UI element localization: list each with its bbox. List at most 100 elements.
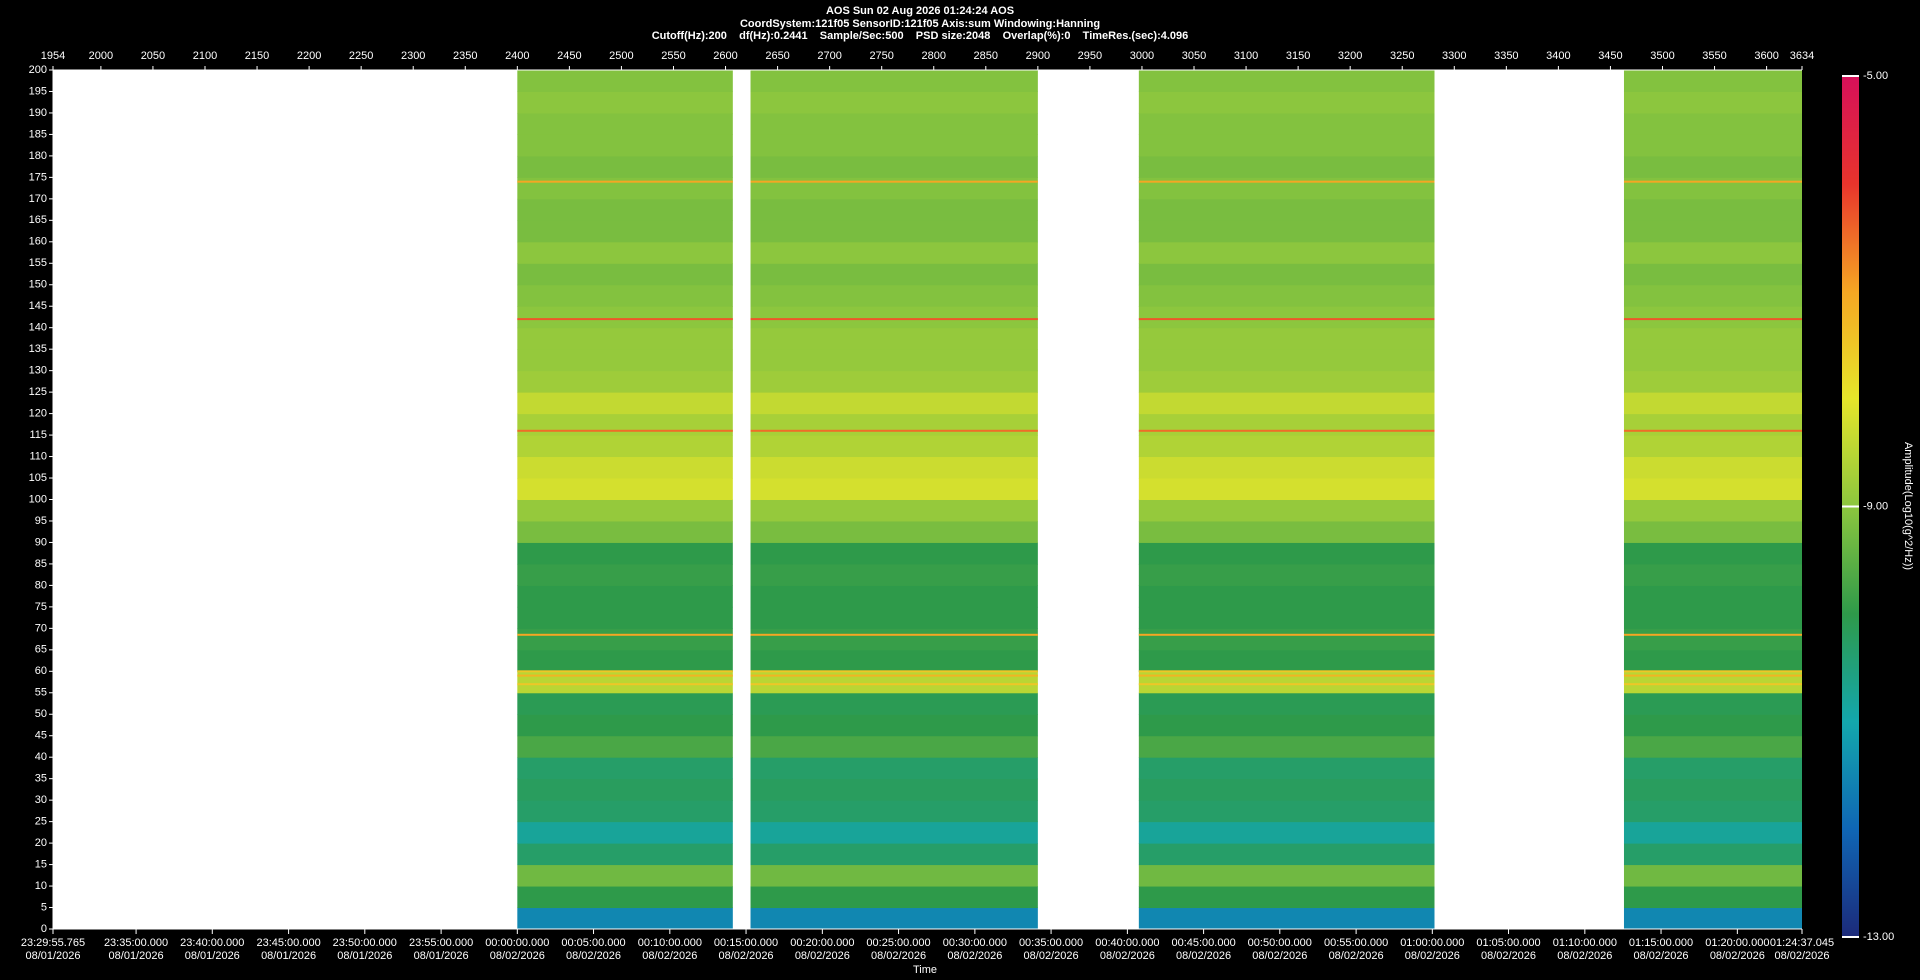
heatmap-cell	[750, 843, 1038, 866]
heatmap-cell	[1623, 692, 1802, 715]
y-tick-label: 105	[29, 472, 47, 484]
y-tick-label: 20	[35, 837, 47, 849]
x2-tick-label: 23:55:00.000 08/01/2026	[408, 937, 474, 962]
x-tick-label: 2750	[869, 50, 893, 62]
x-tick-label: 2800	[922, 50, 946, 62]
y-tick-label: 195	[29, 85, 47, 97]
heatmap-cell	[1138, 671, 1435, 694]
heatmap-cell	[1623, 198, 1802, 221]
peak-line	[1138, 429, 1435, 432]
x-tick-label: 2450	[557, 50, 581, 62]
y-tick-label: 165	[29, 214, 47, 226]
heatmap-cell	[750, 735, 1038, 758]
heatmap-cell	[517, 155, 733, 178]
x2-tick-label: 23:40:00.000 08/01/2026	[180, 937, 245, 962]
peak-line	[1623, 670, 1802, 673]
heatmap-cell	[1138, 349, 1435, 372]
peak-line	[1138, 683, 1435, 686]
peak-line	[517, 683, 733, 686]
x2-tick-label: 00:35:00.000 08/02/2026	[1018, 937, 1084, 962]
peak-line	[750, 429, 1038, 432]
y-tick-label: 175	[29, 171, 47, 183]
peak-line	[1623, 318, 1802, 321]
peak-line	[517, 318, 733, 321]
peak-line	[1623, 429, 1802, 432]
y-tick-label: 45	[35, 730, 47, 742]
chart-info: Cutoff(Hz):200 df(Hz):0.2441 Sample/Sec:…	[652, 30, 1189, 42]
heatmap-cell	[750, 155, 1038, 178]
heatmap-cell	[517, 864, 733, 887]
heatmap-cell	[517, 177, 733, 200]
heatmap-cell	[1138, 177, 1435, 200]
heatmap-cell	[1623, 349, 1802, 372]
x-tick-label: 2400	[505, 50, 529, 62]
y-tick-label: 30	[35, 794, 47, 806]
x-tick-label: 2900	[1026, 50, 1050, 62]
heatmap-cell	[517, 821, 733, 844]
x2-tick-label: 00:30:00.000 08/02/2026	[942, 937, 1007, 962]
heatmap-cell	[750, 220, 1038, 243]
heatmap-cell	[1138, 843, 1435, 866]
heatmap-cell	[517, 478, 733, 500]
heatmap-cell	[750, 907, 1038, 930]
heatmap-cell	[750, 520, 1038, 543]
y-tick-label: 85	[35, 558, 47, 570]
y-tick-label: 120	[29, 408, 47, 420]
x2-tick-label: 23:45:00.000 08/01/2026	[256, 937, 321, 962]
heatmap-cell	[750, 456, 1038, 479]
heatmap-cell	[750, 284, 1038, 307]
x-tick-label: 2600	[713, 50, 737, 62]
heatmap-cell	[750, 413, 1038, 436]
peak-line	[517, 674, 733, 677]
heatmap-cell	[1623, 778, 1802, 801]
x2-tick-label: 01:20:00.000 08/02/2026	[1705, 937, 1770, 962]
heatmap-cell	[1138, 714, 1435, 737]
y-tick-label: 25	[35, 816, 47, 828]
heatmap-cell	[1623, 177, 1802, 200]
heatmap-cell	[517, 392, 733, 415]
y-tick-label: 110	[29, 450, 47, 462]
x-tick-label: 3500	[1650, 50, 1674, 62]
heatmap-cell	[1623, 284, 1802, 307]
heatmap-cell	[750, 864, 1038, 887]
peak-line	[750, 180, 1038, 183]
heatmap-cell	[1623, 735, 1802, 758]
x2-tick-label: 00:55:00.000 08/02/2026	[1323, 937, 1389, 962]
x2-tick-label: 00:20:00.000 08/02/2026	[790, 937, 855, 962]
peak-line	[1138, 670, 1435, 673]
x2-tick-label: 23:50:00.000 08/01/2026	[332, 937, 397, 962]
heatmap-cell	[750, 370, 1038, 393]
peak-line	[517, 633, 733, 636]
heatmap-cell	[750, 606, 1038, 629]
x-axis-label: Time	[913, 964, 937, 976]
heatmap-cell	[1138, 800, 1435, 823]
y-tick-label: 95	[35, 515, 47, 527]
x-tick-label: 3250	[1390, 50, 1414, 62]
heatmap-cell	[1138, 563, 1435, 586]
x-tick-label: 2850	[974, 50, 998, 62]
heatmap-cell	[1623, 370, 1802, 393]
x-tick-label: 2550	[661, 50, 685, 62]
x2-tick-label: 01:10:00.000 08/02/2026	[1552, 937, 1617, 962]
heatmap-cell	[1623, 478, 1802, 500]
heatmap-cell	[1138, 263, 1435, 286]
heatmap-cell	[750, 800, 1038, 823]
y-tick-label: 35	[35, 773, 47, 785]
x2-tick-label: 00:50:00.000 08/02/2026	[1247, 937, 1312, 962]
heatmap-cell	[1138, 241, 1435, 264]
heatmap-cell	[1138, 327, 1435, 350]
y-tick-label: 50	[35, 708, 47, 720]
heatmap-cell	[750, 198, 1038, 221]
heatmap-cell	[517, 649, 733, 672]
heatmap-cell	[1138, 886, 1435, 909]
heatmap-cell	[517, 735, 733, 758]
x-tick-label: 3000	[1130, 50, 1154, 62]
heatmap-cell	[517, 91, 733, 114]
heatmap-cell	[1138, 606, 1435, 629]
heatmap-cell	[517, 134, 733, 157]
heatmap-cell	[1138, 220, 1435, 243]
peak-line	[517, 180, 733, 183]
heatmap-cell	[517, 714, 733, 737]
peak-line	[517, 429, 733, 432]
